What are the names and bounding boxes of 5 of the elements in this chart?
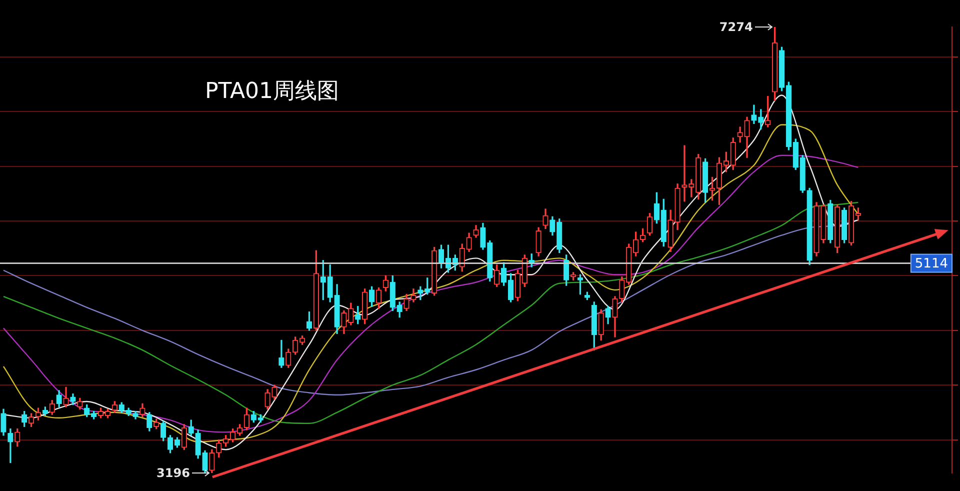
annotation: 7274 xyxy=(719,19,753,35)
ref-line-label: 5114 xyxy=(914,256,948,272)
candlestick xyxy=(682,145,688,202)
annotation: 3196 xyxy=(156,465,190,481)
text: PTA01周线图 xyxy=(205,78,340,106)
